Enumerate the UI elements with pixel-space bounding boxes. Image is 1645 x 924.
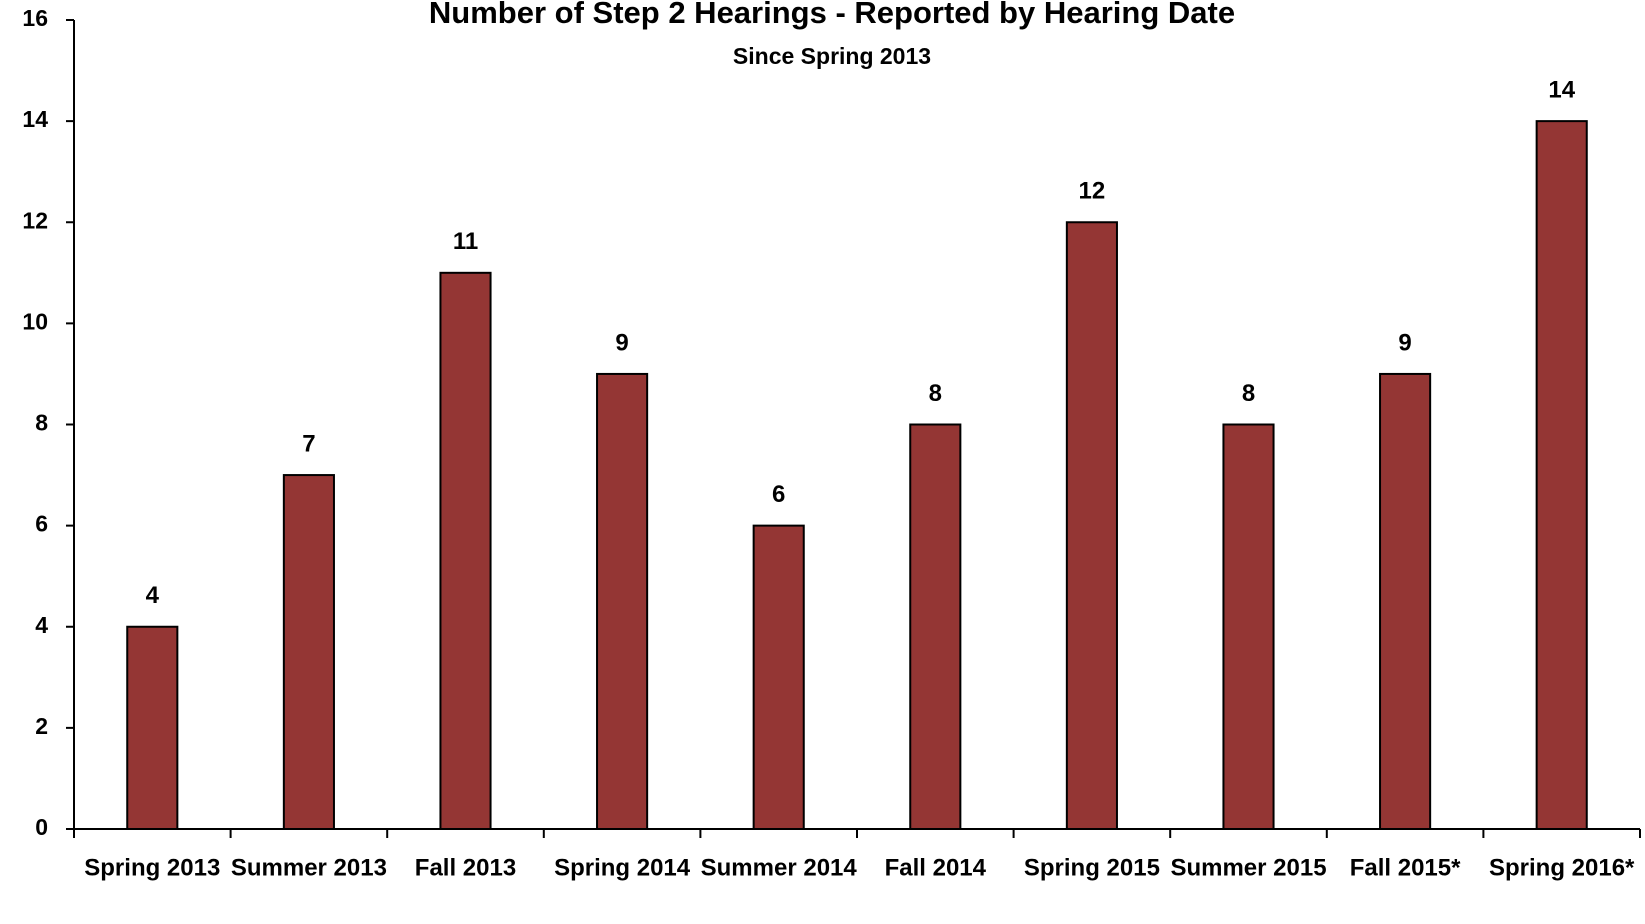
bar	[126, 625, 179, 830]
chart-subtitle: Since Spring 2013	[733, 43, 931, 69]
bar	[1379, 372, 1432, 830]
data-label: 7	[302, 430, 315, 457]
x-tick-label: Fall 2013	[415, 854, 516, 881]
y-tick-label: 8	[35, 410, 48, 436]
data-label: 11	[453, 228, 478, 255]
data-label: 8	[1242, 380, 1255, 407]
x-tick-label: Fall 2014	[885, 854, 987, 881]
data-label: 14	[1548, 76, 1575, 103]
x-tick-label: Spring 2013	[84, 854, 220, 881]
bar	[1535, 120, 1588, 830]
bar	[909, 423, 962, 830]
bar	[752, 524, 805, 830]
y-tick-label: 16	[22, 5, 48, 31]
x-tick-label: Spring 2015	[1024, 854, 1160, 881]
data-label: 4	[146, 582, 160, 609]
y-tick-label: 10	[22, 308, 48, 334]
y-tick-label: 0	[35, 814, 48, 840]
bar	[1222, 423, 1275, 830]
data-label: 8	[929, 380, 942, 407]
bar	[596, 372, 649, 830]
x-tick-label: Summer 2013	[231, 854, 387, 881]
bar	[1065, 221, 1118, 830]
bar	[282, 474, 335, 830]
y-tick-label: 14	[22, 106, 48, 132]
data-label: 6	[772, 481, 785, 508]
x-tick-label: Spring 2016*	[1489, 854, 1635, 881]
y-tick-label: 4	[35, 612, 48, 638]
x-tick-label: Spring 2014	[554, 854, 691, 881]
data-label: 12	[1079, 178, 1106, 205]
x-tick-label: Summer 2015	[1170, 854, 1326, 881]
x-tick-label: Summer 2014	[701, 854, 858, 881]
x-tick-label: Fall 2015*	[1350, 854, 1461, 881]
chart-title: Number of Step 2 Hearings - Reported by …	[429, 0, 1235, 30]
y-tick-label: 12	[22, 207, 48, 233]
data-label: 9	[615, 329, 628, 356]
y-tick-label: 6	[35, 511, 48, 537]
data-label: 9	[1398, 329, 1411, 356]
bar	[439, 271, 492, 830]
y-tick-label: 2	[35, 713, 48, 739]
